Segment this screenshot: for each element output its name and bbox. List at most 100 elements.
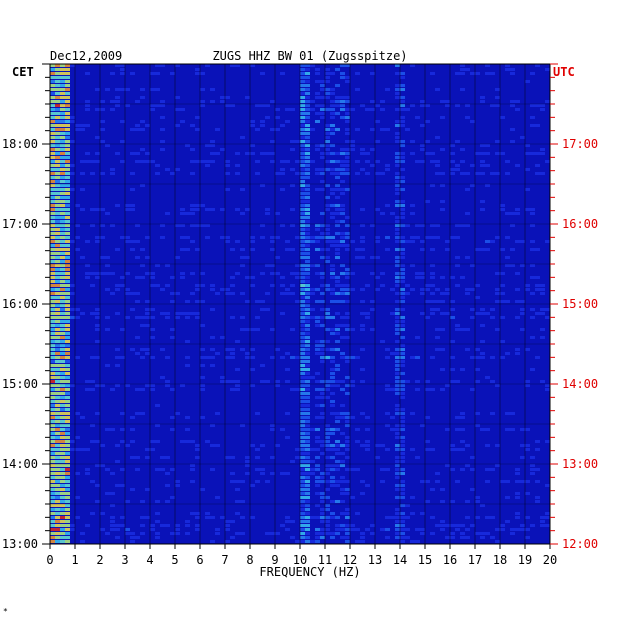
heat-cell-1045 xyxy=(145,256,150,259)
heat-cell-1814 xyxy=(495,384,500,387)
heat-cell-2026 xyxy=(300,436,305,439)
heat-cell-2132 xyxy=(300,452,305,455)
heat-cell-2212 xyxy=(190,468,195,471)
heat-cell-647 xyxy=(505,172,510,175)
heat-cell-1857 xyxy=(345,392,350,395)
x-tick-label-14: 14 xyxy=(393,553,407,567)
heat-cell-773 xyxy=(245,208,250,211)
heat-cell-1492 xyxy=(455,324,460,327)
heat-cell-492 xyxy=(430,152,435,155)
heat-cell-2493 xyxy=(155,520,160,523)
heat-cell-2262 xyxy=(50,476,55,479)
heat-cell-535 xyxy=(285,160,290,163)
heat-cell-2623 xyxy=(450,532,455,535)
heat-cell-2417 xyxy=(60,508,65,511)
heat-cell-2213 xyxy=(210,468,215,471)
heat-cell-1089 xyxy=(340,264,345,267)
heat-cell-605 xyxy=(525,168,530,171)
heat-cell-617 xyxy=(170,172,175,175)
heat-cell-1569 xyxy=(395,340,400,343)
heat-cell-945 xyxy=(70,240,75,243)
heat-cell-787 xyxy=(515,208,520,211)
heat-cell-1151 xyxy=(60,276,65,279)
heat-cell-201 xyxy=(125,104,130,107)
heat-cell-1111 xyxy=(60,272,65,275)
heat-cell-349 xyxy=(140,128,145,131)
heat-cell-893 xyxy=(335,232,340,235)
heat-cell-1798 xyxy=(180,384,185,387)
heat-cell-368 xyxy=(510,128,515,131)
heat-cell-1602 xyxy=(325,348,330,351)
heat-cell-370 xyxy=(55,132,60,135)
heat-cell-1373 xyxy=(310,308,315,311)
heat-cell-988 xyxy=(340,244,345,247)
heat-cell-1801 xyxy=(250,384,255,387)
heat-cell-1018 xyxy=(400,248,405,251)
heat-cell-967 xyxy=(375,240,380,243)
heat-cell-1701 xyxy=(210,364,215,367)
heat-cell-246 xyxy=(290,108,295,111)
corner-mark: * xyxy=(3,607,8,616)
heat-cell-2535 xyxy=(400,524,405,527)
heat-cell-1012 xyxy=(335,248,340,251)
heat-cell-1672 xyxy=(410,356,415,359)
heat-cell-28 xyxy=(65,68,70,71)
heat-cell-2593 xyxy=(65,532,70,535)
heat-cell-2318 xyxy=(300,484,305,487)
heat-cell-997 xyxy=(140,248,145,251)
heat-cell-1508 xyxy=(290,328,295,331)
heat-cell-430 xyxy=(330,144,335,147)
heat-cell-2365 xyxy=(75,496,80,499)
heat-cell-1015 xyxy=(360,248,365,251)
heat-cell-98 xyxy=(60,84,65,87)
heat-cell-2023 xyxy=(65,436,70,439)
heat-cell-984 xyxy=(300,244,305,247)
heat-cell-47 xyxy=(120,72,125,75)
heat-cell-1509 xyxy=(300,328,305,331)
heat-cell-480 xyxy=(320,152,325,155)
heat-cell-1740 xyxy=(160,376,165,379)
heat-cell-82 xyxy=(340,76,345,79)
heat-cell-145 xyxy=(65,96,70,99)
heat-cell-1174 xyxy=(400,276,405,279)
heat-cell-2518 xyxy=(150,524,155,527)
heat-cell-1075 xyxy=(85,264,90,267)
heat-cell-2456 xyxy=(140,516,145,519)
heat-cell-769 xyxy=(205,208,210,211)
heat-cell-2085 xyxy=(375,444,380,447)
heat-cell-979 xyxy=(545,240,550,243)
heat-cell-2011 xyxy=(55,432,60,435)
heat-cell-2199 xyxy=(495,464,500,467)
x-tick-label-5: 5 xyxy=(171,553,178,567)
heat-cell-2559 xyxy=(195,528,200,531)
heat-cell-521 xyxy=(120,160,125,163)
heat-cell-530 xyxy=(210,160,215,163)
heat-cell-1881 xyxy=(155,404,160,407)
heat-cell-726 xyxy=(65,200,70,203)
heat-cell-2342 xyxy=(430,488,435,491)
heat-cell-1162 xyxy=(245,276,250,279)
heat-cell-998 xyxy=(180,248,185,251)
heat-cell-122 xyxy=(320,88,325,91)
heat-cell-609 xyxy=(65,172,70,175)
heat-cell-274 xyxy=(345,112,350,115)
heat-cell-2201 xyxy=(50,468,55,471)
heat-cell-1943 xyxy=(350,416,355,419)
heat-cell-2460 xyxy=(210,516,215,519)
heat-cell-1976 xyxy=(475,424,480,427)
heat-cell-1896 xyxy=(400,408,405,411)
heat-cell-1794 xyxy=(125,384,130,387)
heat-cell-1438 xyxy=(165,316,170,319)
heat-cell-2284 xyxy=(265,480,270,483)
heat-cell-1777 xyxy=(405,380,410,383)
heat-cell-1848 xyxy=(545,388,550,391)
heat-cell-233 xyxy=(50,108,55,111)
heat-cell-227 xyxy=(490,104,495,107)
heat-cell-2371 xyxy=(325,496,330,499)
heat-cell-1446 xyxy=(305,316,310,319)
heat-cell-459 xyxy=(540,148,545,151)
heat-cell-2039 xyxy=(95,440,100,443)
heat-cell-633 xyxy=(355,172,360,175)
heat-cell-1918 xyxy=(385,412,390,415)
heat-cell-835 xyxy=(395,220,400,223)
